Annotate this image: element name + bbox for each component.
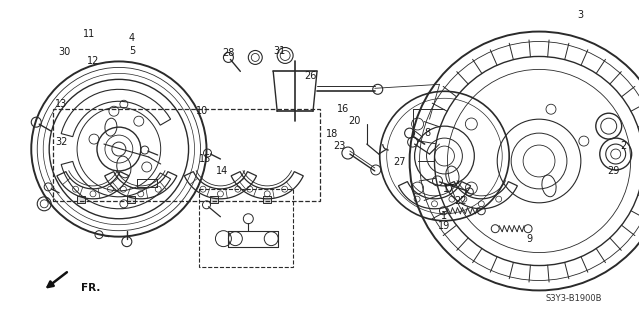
Text: 1: 1	[442, 211, 447, 221]
Text: 2: 2	[621, 141, 627, 151]
Bar	[263, 196, 271, 203]
Text: 22: 22	[454, 196, 467, 206]
Text: 26: 26	[304, 71, 316, 81]
Text: 28: 28	[222, 48, 235, 58]
Bar	[77, 196, 85, 203]
Text: 32: 32	[55, 137, 67, 147]
Text: 9: 9	[526, 234, 532, 244]
Bar	[127, 196, 135, 203]
Text: 18: 18	[326, 129, 338, 139]
Text: 15: 15	[199, 154, 212, 164]
Text: 29: 29	[607, 166, 620, 176]
Text: 3: 3	[578, 10, 584, 20]
Text: 20: 20	[349, 116, 361, 126]
Text: 11: 11	[83, 29, 95, 39]
Text: 5: 5	[129, 47, 135, 56]
Text: S3Y3-B1900B: S3Y3-B1900B	[546, 294, 602, 303]
Bar	[211, 196, 218, 203]
Text: 8: 8	[424, 128, 431, 138]
Text: 30: 30	[58, 48, 70, 57]
Text: 14: 14	[216, 166, 228, 176]
Text: 19: 19	[438, 221, 451, 231]
Text: 23: 23	[333, 141, 346, 151]
Text: 16: 16	[337, 104, 349, 114]
Text: 13: 13	[55, 99, 67, 109]
Text: 12: 12	[87, 56, 99, 66]
Text: 17: 17	[444, 184, 456, 194]
Text: 31: 31	[273, 47, 285, 56]
Text: 10: 10	[196, 106, 209, 116]
Text: 27: 27	[394, 157, 406, 167]
Text: 4: 4	[129, 33, 135, 42]
Text: FR.: FR.	[81, 284, 100, 293]
